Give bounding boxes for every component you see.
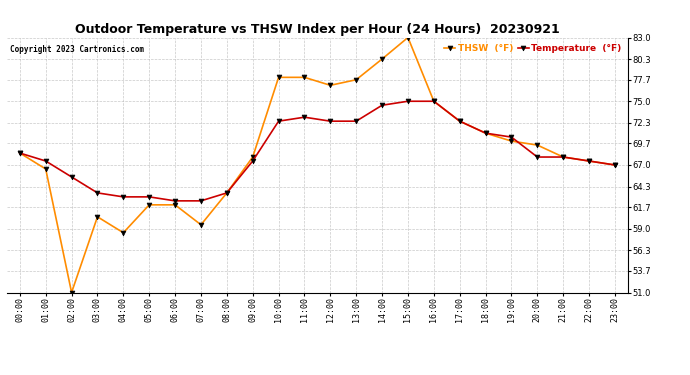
Temperature  (°F) [585,159,593,163]
THSW  (°F) [68,290,76,295]
Temperature  (°F) [275,119,283,123]
THSW  (°F) [430,99,438,104]
Temperature  (°F) [16,151,24,155]
THSW  (°F) [119,231,128,235]
THSW  (°F) [611,163,619,167]
Temperature  (°F) [197,199,205,203]
THSW  (°F) [93,214,101,219]
Legend: THSW  (°F), Temperature  (°F): THSW (°F), Temperature (°F) [442,42,623,55]
Temperature  (°F) [559,155,567,159]
THSW  (°F) [559,155,567,159]
Temperature  (°F) [68,175,76,179]
THSW  (°F) [16,151,24,155]
Temperature  (°F) [378,103,386,108]
THSW  (°F) [455,119,464,123]
Temperature  (°F) [482,131,490,135]
THSW  (°F) [326,83,335,88]
THSW  (°F) [352,78,360,82]
THSW  (°F) [482,131,490,135]
Temperature  (°F) [223,190,231,195]
Temperature  (°F) [404,99,412,104]
Line: Temperature  (°F): Temperature (°F) [17,99,618,203]
THSW  (°F) [197,222,205,227]
THSW  (°F) [41,167,50,171]
Temperature  (°F) [93,190,101,195]
Temperature  (°F) [507,135,515,140]
Temperature  (°F) [119,195,128,199]
THSW  (°F) [300,75,308,80]
THSW  (°F) [585,159,593,163]
THSW  (°F) [533,143,542,147]
Temperature  (°F) [300,115,308,119]
THSW  (°F) [248,155,257,159]
Temperature  (°F) [533,155,542,159]
Title: Outdoor Temperature vs THSW Index per Hour (24 Hours)  20230921: Outdoor Temperature vs THSW Index per Ho… [75,23,560,36]
THSW  (°F) [275,75,283,80]
Temperature  (°F) [326,119,335,123]
Line: THSW  (°F): THSW (°F) [17,35,618,295]
Temperature  (°F) [248,159,257,163]
Temperature  (°F) [352,119,360,123]
Temperature  (°F) [145,195,153,199]
Temperature  (°F) [41,159,50,163]
THSW  (°F) [507,139,515,143]
THSW  (°F) [171,202,179,207]
Temperature  (°F) [171,199,179,203]
THSW  (°F) [404,35,412,40]
THSW  (°F) [378,57,386,61]
THSW  (°F) [223,190,231,195]
THSW  (°F) [145,202,153,207]
Temperature  (°F) [430,99,438,104]
Text: Copyright 2023 Cartronics.com: Copyright 2023 Cartronics.com [10,45,144,54]
Temperature  (°F) [611,163,619,167]
Temperature  (°F) [455,119,464,123]
